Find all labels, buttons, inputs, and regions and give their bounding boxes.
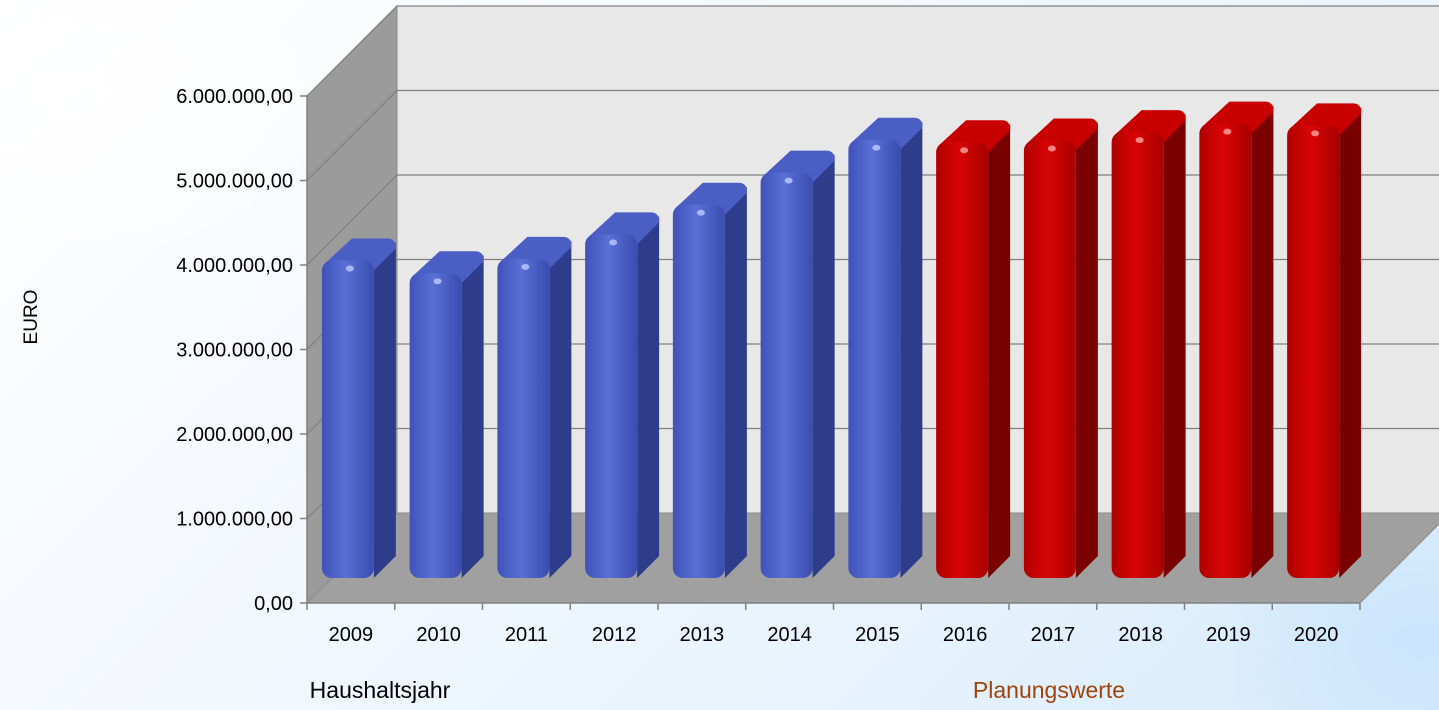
bar-2016 <box>936 120 1011 578</box>
bar-front <box>1111 132 1164 579</box>
bar-side <box>1251 105 1274 578</box>
bar-2018 <box>1111 110 1186 579</box>
bar-highlight <box>872 144 881 151</box>
y-tick-label: 2.000.000,00 <box>176 424 293 446</box>
bar-highlight <box>609 239 618 246</box>
bar-front <box>848 139 901 578</box>
bar-2012 <box>585 212 660 579</box>
bar-highlight <box>1135 137 1144 144</box>
bar-front <box>497 258 550 578</box>
x-tick-label: 2009 <box>329 624 374 646</box>
bar-highlight <box>960 147 969 154</box>
bar-highlight <box>1223 128 1232 135</box>
bar-2019 <box>1199 101 1274 578</box>
bar-front <box>321 260 374 578</box>
bar-side <box>1075 122 1098 578</box>
x-tick-label: 2014 <box>767 624 812 646</box>
bar-2013 <box>672 182 747 578</box>
bar-side <box>549 240 572 579</box>
bar-front <box>409 273 462 578</box>
x-tick-label: 2015 <box>855 624 900 646</box>
bar-side <box>988 124 1011 578</box>
bar-side <box>900 121 923 578</box>
x-tick-label: 2016 <box>943 624 988 646</box>
y-axis-label: EURO <box>21 289 42 345</box>
bar-2015 <box>848 117 923 578</box>
x-tick-label: 2012 <box>592 624 637 646</box>
actual-years-label: Haushaltsjahr <box>309 677 451 703</box>
planning-values-label: Planungswerte <box>972 677 1126 703</box>
bar-front <box>1023 140 1076 578</box>
bar-2017 <box>1023 118 1098 578</box>
bar-highlight <box>1311 130 1320 137</box>
bar-highlight <box>696 209 705 216</box>
x-tick-label: 2013 <box>680 624 725 646</box>
bar-front <box>936 142 989 578</box>
bar-front <box>1287 125 1340 578</box>
bar-2009 <box>321 238 396 579</box>
y-tick-label: 5.000.000,00 <box>176 171 293 193</box>
y-tick-label: 0,00 <box>254 593 293 615</box>
bar-front <box>585 234 638 579</box>
bar-2020 <box>1287 103 1362 578</box>
bar-highlight <box>345 265 354 272</box>
gridline <box>306 5 1439 97</box>
x-tick-label: 2010 <box>416 624 461 646</box>
x-tick-label: 2019 <box>1206 624 1251 646</box>
x-tick-label: 2011 <box>505 624 548 646</box>
bar-front <box>672 204 725 578</box>
bar-highlight <box>521 263 530 270</box>
y-tick-label: 3.000.000,00 <box>176 340 293 362</box>
bar-highlight <box>433 278 442 285</box>
bar-side <box>637 216 660 579</box>
bar-2014 <box>760 150 835 579</box>
bar-front <box>1199 123 1252 578</box>
axes <box>300 95 1361 610</box>
x-tick-label: 2018 <box>1118 624 1163 646</box>
bar-side <box>724 186 747 578</box>
bar-2010 <box>409 251 484 578</box>
bar-side <box>1163 114 1186 579</box>
bar-side <box>373 242 396 579</box>
bar-side <box>461 255 484 578</box>
gridline <box>306 174 1439 266</box>
bar-side <box>1339 107 1362 578</box>
bar-highlight <box>1047 145 1056 152</box>
bar-2011 <box>497 236 572 579</box>
bars <box>321 101 1362 579</box>
gridline <box>306 89 1439 181</box>
y-tick-label: 6.000.000,00 <box>176 86 293 108</box>
y-tick-labels: 0,00 1.000.000,00 2.000.000,00 3.000.000,00… <box>176 86 293 615</box>
x-tick-label: 2020 <box>1294 624 1339 646</box>
bar-side <box>812 154 835 579</box>
x-tick-label: 2017 <box>1031 624 1076 646</box>
y-tick-label: 1.000.000,00 <box>176 509 293 531</box>
x-tick-labels: 2009 2010 2011 2012 2013 2014 2015 2016 2017 2018… <box>329 624 1339 646</box>
bar-highlight <box>784 177 793 184</box>
bar-front <box>760 172 813 579</box>
y-tick-label: 4.000.000,00 <box>176 255 293 277</box>
